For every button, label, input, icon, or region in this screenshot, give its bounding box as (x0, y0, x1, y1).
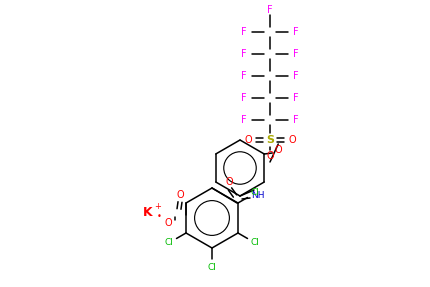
Text: F: F (267, 5, 272, 15)
Text: F: F (292, 49, 298, 59)
Text: O: O (164, 218, 172, 228)
Text: Cl: Cl (250, 238, 259, 247)
Text: Cl: Cl (207, 263, 216, 272)
Text: O: O (224, 177, 232, 187)
Text: Cl: Cl (164, 238, 173, 247)
Text: O: O (244, 135, 251, 145)
Text: F: F (241, 71, 246, 81)
Text: F: F (292, 71, 298, 81)
Text: Cl: Cl (250, 189, 259, 197)
Text: O: O (176, 190, 183, 200)
Text: +: + (154, 203, 161, 212)
Text: F: F (292, 115, 298, 125)
Text: NH: NH (251, 191, 264, 201)
Text: K: K (143, 207, 153, 220)
Text: O: O (266, 151, 273, 161)
Text: F: F (241, 27, 246, 37)
Text: F: F (241, 93, 246, 103)
Text: S: S (265, 135, 273, 145)
Text: O: O (288, 135, 295, 145)
Text: F: F (241, 115, 246, 125)
Text: F: F (241, 49, 246, 59)
Text: F: F (292, 93, 298, 103)
Text: F: F (292, 27, 298, 37)
Text: •: • (156, 212, 161, 222)
Text: O: O (274, 145, 281, 155)
